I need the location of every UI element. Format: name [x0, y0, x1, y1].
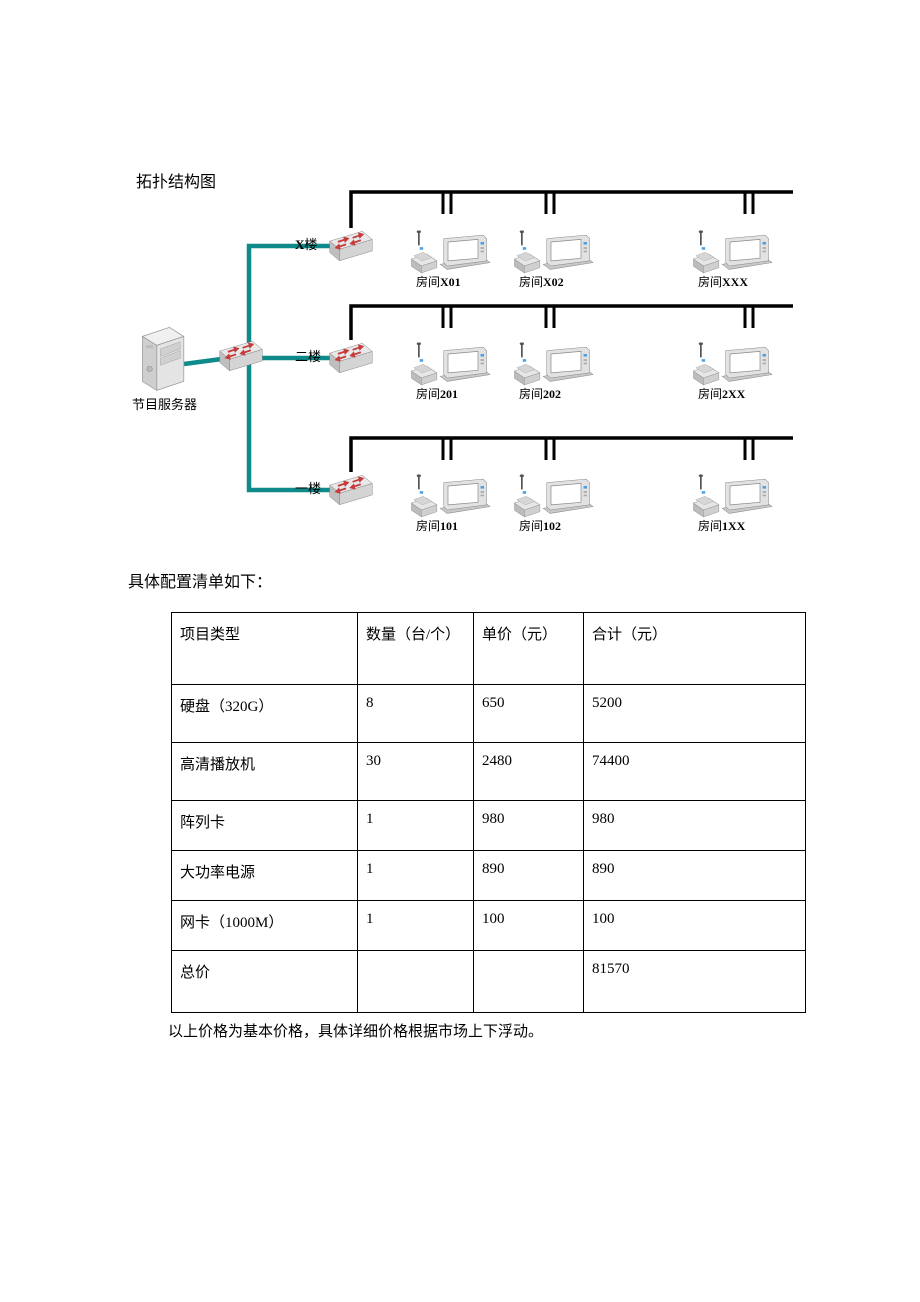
table-cell: 74400	[584, 743, 806, 801]
room-icon	[690, 230, 782, 278]
table-cell	[358, 951, 474, 1013]
table-cell: 网卡（1000M）	[172, 901, 358, 951]
room-icon	[690, 474, 782, 522]
table-cell: 890	[474, 851, 584, 901]
room-label: 房间XXX	[698, 273, 748, 290]
table-cell: 大功率电源	[172, 851, 358, 901]
room-label: 房间102	[519, 517, 561, 534]
topology-title: 拓扑结构图	[136, 168, 216, 192]
server-label: 节目服务器	[132, 394, 197, 413]
table-cell: 高清播放机	[172, 743, 358, 801]
core-switch-icon	[215, 338, 267, 374]
room-label: 房间201	[416, 385, 458, 402]
table-cell: 650	[474, 685, 584, 743]
floor-label: 二楼	[295, 346, 321, 365]
room-icon	[511, 342, 603, 390]
table-cell: 阵列卡	[172, 801, 358, 851]
table-cell	[474, 951, 584, 1013]
price-footnote: 以上价格为基本价格，具体详细价格根据市场上下浮动。	[168, 1020, 543, 1041]
config-table: 项目类型数量（台/个）单价（元）合计（元） 硬盘（320G）86505200 高清播…	[171, 612, 806, 1013]
floor-switch-icon	[325, 340, 377, 376]
table-cell: 890	[584, 851, 806, 901]
table-cell: 30	[358, 743, 474, 801]
floor-label: X楼	[295, 234, 317, 253]
table-cell: 1	[358, 801, 474, 851]
table-cell: 总价	[172, 951, 358, 1013]
table-cell: 81570	[584, 951, 806, 1013]
server-icon	[136, 322, 192, 394]
room-label: 房间X01	[416, 273, 461, 290]
table-header-cell: 项目类型	[172, 613, 358, 685]
room-icon	[690, 342, 782, 390]
config-list-intro: 具体配置清单如下：	[128, 568, 272, 592]
table-cell: 8	[358, 685, 474, 743]
table-cell: 5200	[584, 685, 806, 743]
floor-switch-icon	[325, 228, 377, 264]
room-icon	[408, 342, 500, 390]
table-header-cell: 合计（元）	[584, 613, 806, 685]
floor-switch-icon	[325, 472, 377, 508]
table-cell: 1	[358, 901, 474, 951]
room-icon	[408, 474, 500, 522]
table-cell: 100	[474, 901, 584, 951]
table-cell: 980	[474, 801, 584, 851]
table-cell: 100	[584, 901, 806, 951]
room-label: 房间202	[519, 385, 561, 402]
room-label: 房间X02	[519, 273, 564, 290]
table-cell: 1	[358, 851, 474, 901]
room-icon	[511, 230, 603, 278]
room-icon	[511, 474, 603, 522]
room-label: 房间1XX	[698, 517, 745, 534]
floor-label: 一楼	[295, 478, 321, 497]
table-cell: 2480	[474, 743, 584, 801]
room-label: 房间101	[416, 517, 458, 534]
table-header-cell: 数量（台/个）	[358, 613, 474, 685]
table-cell: 硬盘（320G）	[172, 685, 358, 743]
table-cell: 980	[584, 801, 806, 851]
table-header-cell: 单价（元）	[474, 613, 584, 685]
room-icon	[408, 230, 500, 278]
room-label: 房间2XX	[698, 385, 745, 402]
